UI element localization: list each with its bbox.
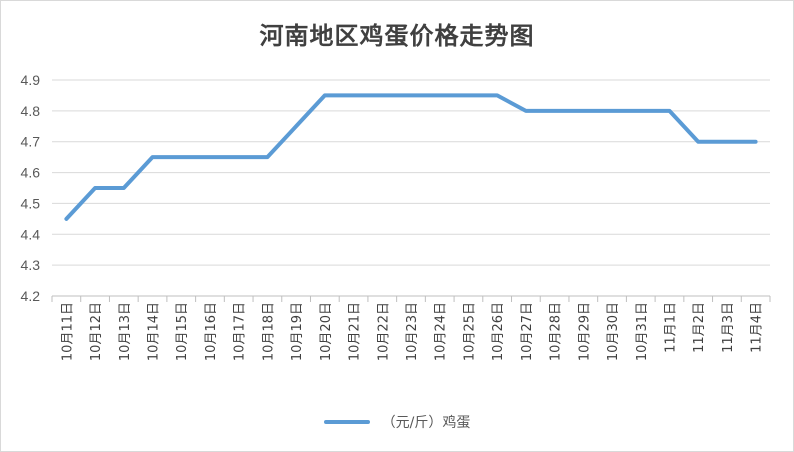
x-tick-label: 10月21日: [348, 302, 363, 361]
y-tick-label: 4.2: [21, 288, 41, 304]
y-tick-label: 4.8: [21, 103, 41, 119]
y-tick-label: 4.7: [21, 134, 41, 150]
x-axis: [51, 295, 771, 302]
x-tick-label: 11月3日: [721, 302, 736, 353]
x-tick-label: 10月12日: [89, 302, 104, 361]
y-tick-label: 4.5: [21, 195, 41, 211]
chart-title: 河南地区鸡蛋价格走势图: [259, 21, 535, 50]
x-tick-label: 11月1日: [663, 302, 678, 353]
x-tick-label: 10月11日: [60, 302, 75, 361]
x-tick-label: 10月17日: [233, 302, 248, 361]
y-tick-label: 4.6: [21, 165, 41, 181]
x-tick-label: 11月2日: [692, 302, 707, 353]
x-tick-label: 10月20日: [319, 302, 334, 361]
x-tick-label: 10月22日: [376, 302, 391, 361]
x-tick-label: 10月24日: [434, 302, 449, 361]
x-tick-label: 10月28日: [549, 302, 564, 361]
y-tick-label: 4.9: [21, 72, 41, 88]
legend: （元/斤）鸡蛋: [0, 410, 794, 434]
gridlines: [52, 79, 770, 266]
x-tick-label: 10月26日: [491, 302, 506, 361]
series-layer: [64, 93, 758, 221]
x-tick-label: 10月19日: [290, 302, 305, 361]
x-tick-label: 10月23日: [405, 302, 420, 361]
x-tick-label: 10月30日: [606, 302, 621, 361]
x-tick-label: 10月25日: [462, 302, 477, 361]
legend-swatch: [323, 420, 370, 424]
x-tick-label: 10月15日: [175, 302, 190, 361]
x-tick-label: 10月13日: [118, 302, 133, 361]
x-tick-label: 10月31日: [635, 302, 650, 361]
x-axis-ticks: 10月11日 10月12日 10月13日 10月14日 10月15日 10月16日 10月1…: [60, 302, 764, 361]
y-axis-ticks: 4.2 4.3 4.4 4.5 4.6 4.7 4.8 4.9: [21, 72, 41, 304]
x-tick-label: 11月4日: [750, 302, 765, 353]
x-tick-label: 10月14日: [147, 302, 162, 361]
x-tick-label: 10月16日: [204, 302, 219, 361]
x-tick-label: 10月18日: [261, 302, 276, 361]
x-tick-label: 10月27日: [520, 302, 535, 361]
x-tick-label: 10月29日: [577, 302, 592, 361]
series-line: [64, 93, 758, 221]
y-tick-label: 4.3: [21, 257, 41, 273]
legend-label: （元/斤）鸡蛋: [381, 415, 471, 431]
y-tick-label: 4.4: [21, 226, 41, 242]
